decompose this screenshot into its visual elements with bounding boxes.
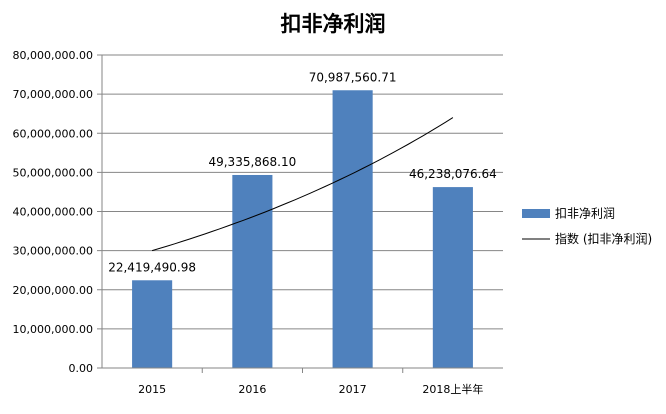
x-axis-tick-labels: 2015 2016 2017 2018上半年: [138, 368, 483, 396]
y-tick-label: 70,000,000.00: [13, 88, 93, 101]
bar-data-label: 22,419,490.98: [108, 260, 196, 274]
y-tick-label: 80,000,000.00: [13, 49, 93, 62]
y-tick-label: 60,000,000.00: [13, 127, 93, 140]
y-tick-label: 10,000,000.00: [13, 323, 93, 336]
x-tick-label: 2015: [138, 383, 166, 396]
bar-data-label: 46,238,076.64: [409, 167, 497, 181]
trendline: [151, 117, 454, 252]
bar-data-label: 70,987,560.71: [309, 70, 397, 84]
y-tick-label: 30,000,000.00: [13, 245, 93, 258]
legend-label-bar: 扣非净利润: [555, 207, 615, 221]
bar-data-label: 49,335,868.10: [208, 155, 296, 169]
bar-series: 22,419,490.98 49,335,868.10 70,987,560.71 4…: [108, 70, 497, 368]
y-axis-tick-labels: 0.00 10,000,000.00 20,000,000.00 30,000,000…: [13, 49, 93, 375]
legend-label-trendline: 指数 (扣非净利润): [555, 231, 652, 246]
x-tick-label: 2018上半年: [422, 382, 483, 396]
bar: [432, 187, 473, 368]
bar: [232, 174, 273, 368]
x-tick-label: 2016: [238, 383, 266, 396]
trendline-layer: [151, 117, 454, 252]
legend: 扣非净利润 指数 (扣非净利润): [522, 207, 652, 246]
x-tick-label: 2017: [339, 383, 367, 396]
y-tick-label: 50,000,000.00: [13, 166, 93, 179]
chart-title: 扣非净利润: [281, 12, 386, 36]
y-tick-label: 40,000,000.00: [13, 206, 93, 219]
y-tick-label: 20,000,000.00: [13, 284, 93, 297]
legend-swatch-bar: [522, 209, 550, 218]
bar: [132, 280, 173, 368]
axes: [101, 55, 503, 369]
bar: [332, 90, 373, 368]
y-tick-label: 0.00: [69, 362, 94, 375]
